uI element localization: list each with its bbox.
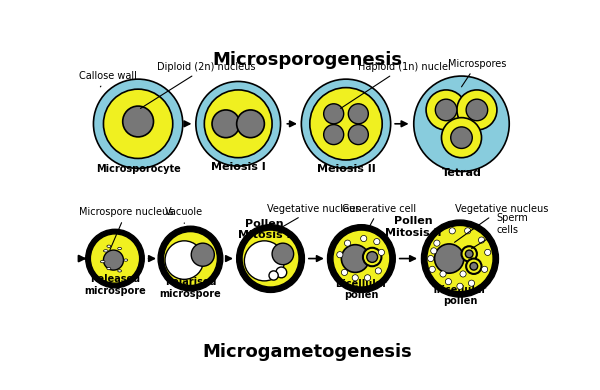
Circle shape — [431, 248, 437, 254]
Circle shape — [242, 230, 299, 287]
Circle shape — [196, 82, 281, 166]
Circle shape — [91, 234, 140, 283]
Ellipse shape — [100, 261, 105, 263]
Circle shape — [482, 266, 488, 272]
Circle shape — [103, 89, 173, 158]
Circle shape — [470, 262, 478, 270]
Text: Meiosis II: Meiosis II — [317, 164, 376, 174]
Text: Microsporocyte: Microsporocyte — [96, 164, 181, 174]
Circle shape — [429, 266, 436, 272]
Circle shape — [236, 225, 304, 292]
Circle shape — [86, 229, 144, 288]
Circle shape — [426, 90, 466, 130]
Circle shape — [427, 225, 493, 292]
Text: Vegetative nucleus: Vegetative nucleus — [455, 204, 549, 242]
Circle shape — [328, 225, 395, 292]
Circle shape — [466, 250, 473, 258]
Circle shape — [323, 104, 344, 124]
Circle shape — [205, 90, 272, 158]
Ellipse shape — [124, 259, 128, 261]
Circle shape — [464, 228, 471, 234]
Circle shape — [361, 236, 367, 242]
Circle shape — [349, 124, 368, 145]
Text: Haploid (1n) nuclei: Haploid (1n) nuclei — [341, 62, 450, 108]
Circle shape — [466, 99, 488, 121]
Text: Polarised
microspore: Polarised microspore — [160, 277, 221, 299]
Circle shape — [434, 240, 440, 246]
Circle shape — [269, 271, 278, 280]
Text: Bicellular
pollen: Bicellular pollen — [335, 278, 388, 300]
Circle shape — [449, 228, 455, 234]
Text: Pollen
Mitosis I: Pollen Mitosis I — [238, 218, 290, 240]
Text: Microspore nucleus: Microspore nucleus — [79, 207, 173, 250]
Text: Generative cell: Generative cell — [342, 204, 416, 228]
Circle shape — [434, 244, 464, 273]
Circle shape — [363, 248, 382, 266]
Text: Callose wall: Callose wall — [79, 71, 137, 87]
Text: Tetrad: Tetrad — [442, 168, 481, 178]
Circle shape — [244, 241, 284, 281]
Circle shape — [428, 255, 434, 262]
Circle shape — [344, 240, 350, 246]
Circle shape — [451, 127, 472, 149]
Circle shape — [375, 268, 382, 274]
Circle shape — [379, 249, 385, 255]
Circle shape — [367, 252, 377, 262]
Text: Meiosis I: Meiosis I — [211, 161, 266, 172]
Circle shape — [212, 110, 240, 138]
Ellipse shape — [118, 270, 122, 272]
Circle shape — [323, 124, 344, 145]
Text: Vacuole: Vacuole — [165, 207, 203, 223]
Circle shape — [436, 99, 457, 121]
Circle shape — [310, 88, 382, 160]
Text: Diploid (2n) nucleus: Diploid (2n) nucleus — [140, 62, 256, 108]
Text: Sperm
cells: Sperm cells — [472, 213, 528, 249]
Circle shape — [349, 104, 368, 124]
Circle shape — [364, 275, 371, 281]
Circle shape — [165, 241, 203, 279]
Circle shape — [337, 252, 343, 258]
Circle shape — [103, 250, 124, 270]
Circle shape — [272, 243, 293, 265]
Ellipse shape — [118, 247, 122, 250]
Circle shape — [414, 76, 509, 172]
Text: Microspores: Microspores — [448, 59, 506, 87]
Circle shape — [333, 230, 390, 287]
Ellipse shape — [107, 268, 111, 270]
Circle shape — [440, 271, 446, 277]
Circle shape — [457, 90, 497, 130]
Circle shape — [445, 278, 451, 285]
Circle shape — [460, 271, 466, 277]
Circle shape — [461, 246, 477, 262]
Circle shape — [442, 118, 482, 158]
Circle shape — [352, 275, 358, 281]
Circle shape — [485, 249, 491, 255]
Circle shape — [469, 280, 475, 286]
Circle shape — [94, 79, 183, 168]
Circle shape — [158, 226, 223, 291]
Text: Microgametogenesis: Microgametogenesis — [203, 343, 412, 361]
Circle shape — [457, 283, 463, 289]
Text: Tricellular
pollen: Tricellular pollen — [433, 285, 488, 306]
Circle shape — [236, 110, 265, 138]
Circle shape — [421, 220, 499, 297]
Circle shape — [301, 79, 391, 168]
Ellipse shape — [107, 245, 111, 247]
Circle shape — [374, 239, 380, 245]
Circle shape — [478, 237, 485, 243]
Ellipse shape — [103, 250, 108, 252]
Circle shape — [191, 243, 214, 266]
Circle shape — [122, 106, 154, 137]
Circle shape — [341, 245, 369, 272]
Circle shape — [276, 267, 287, 278]
Circle shape — [466, 259, 482, 274]
Text: Pollen
Mitosis II: Pollen Mitosis II — [385, 216, 441, 238]
Circle shape — [341, 269, 347, 275]
Text: Released
microspore: Released microspore — [84, 274, 146, 296]
Text: Vegetative nucleus: Vegetative nucleus — [268, 204, 361, 228]
Circle shape — [164, 232, 217, 285]
Text: Microsporogenesis: Microsporogenesis — [212, 51, 403, 69]
